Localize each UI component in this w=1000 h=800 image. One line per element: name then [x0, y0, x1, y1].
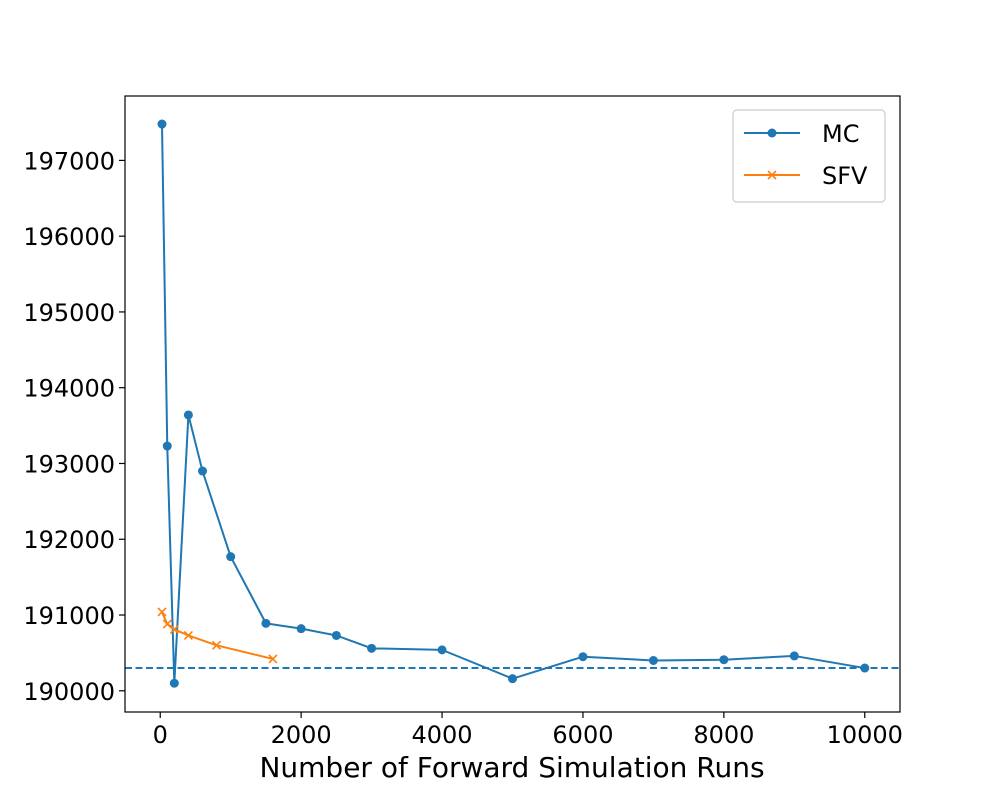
data-point-mc	[183, 410, 193, 420]
data-point-mc	[157, 119, 167, 129]
x-tick-label: 6000	[552, 721, 613, 749]
legend: MC SFV	[732, 109, 886, 203]
data-point-sfv	[183, 630, 193, 641]
data-point-mc	[226, 552, 236, 562]
y-tick-label: 196000	[23, 223, 115, 251]
data-point-mc	[169, 678, 179, 688]
x-tick-label: 8000	[693, 721, 754, 749]
data-point-mc	[296, 624, 306, 634]
data-point-mc	[162, 441, 172, 451]
x-tick-label: 10000	[827, 721, 903, 749]
data-point-mc	[508, 674, 517, 684]
y-tick-label: 194000	[23, 375, 115, 403]
data-point-mc	[261, 618, 271, 628]
x-tick-label: 2000	[271, 721, 332, 749]
legend-label-sfv: SFV	[822, 162, 868, 190]
legend-marker-sfv	[767, 170, 777, 180]
data-point-sfv	[212, 640, 222, 650]
x-tick-label: 4000	[412, 721, 473, 749]
y-axis: 190000 191000 192000 193000 194000 195000 1960…	[23, 147, 125, 706]
data-point-sfv	[268, 654, 278, 664]
data-point-mc	[860, 663, 870, 673]
legend-marker-mc	[767, 128, 777, 138]
data-point-sfv	[162, 619, 172, 629]
data-point-sfv	[169, 624, 179, 634]
y-tick-label: 193000	[23, 450, 115, 478]
plot-area	[125, 119, 900, 688]
data-point-mc	[648, 655, 658, 665]
plot-frame	[124, 95, 901, 713]
y-tick-label: 191000	[23, 602, 115, 630]
series-line-sfv	[161, 611, 274, 660]
legend-label-mc: MC	[822, 120, 859, 148]
y-tick-label: 197000	[23, 147, 115, 175]
y-tick-label: 190000	[23, 678, 115, 706]
data-point-mc	[719, 655, 729, 665]
data-point-mc	[578, 652, 588, 662]
x-tick-label: 0	[153, 721, 168, 749]
data-point-mc	[198, 466, 207, 476]
data-point-mc	[437, 645, 447, 655]
data-point-mc	[789, 651, 799, 661]
y-tick-label: 195000	[23, 299, 115, 327]
x-axis: 0 2000 4000 6000 8000 10000	[153, 712, 903, 749]
data-point-mc	[367, 643, 377, 653]
y-tick-label: 192000	[23, 526, 115, 554]
data-point-mc	[331, 630, 341, 640]
x-axis-label: Number of Forward Simulation Runs	[259, 751, 764, 784]
data-point-sfv	[157, 607, 167, 617]
